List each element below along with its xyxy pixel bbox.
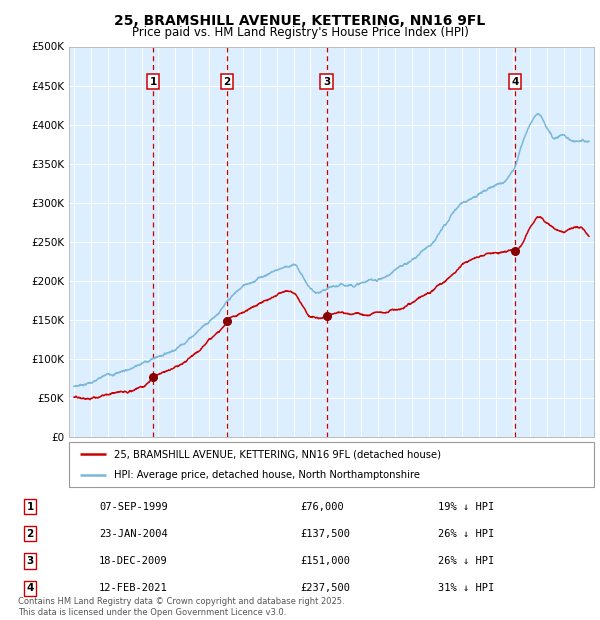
Text: 31% ↓ HPI: 31% ↓ HPI xyxy=(438,583,494,593)
Text: £76,000: £76,000 xyxy=(300,502,344,512)
Text: This data is licensed under the Open Government Licence v3.0.: This data is licensed under the Open Gov… xyxy=(18,608,286,617)
Text: 4: 4 xyxy=(511,77,518,87)
Text: Contains HM Land Registry data © Crown copyright and database right 2025.: Contains HM Land Registry data © Crown c… xyxy=(18,597,344,606)
Text: £151,000: £151,000 xyxy=(300,556,350,566)
Text: 07-SEP-1999: 07-SEP-1999 xyxy=(99,502,168,512)
Text: 3: 3 xyxy=(323,77,330,87)
Text: 4: 4 xyxy=(26,583,34,593)
Text: 18-DEC-2009: 18-DEC-2009 xyxy=(99,556,168,566)
Text: 1: 1 xyxy=(26,502,34,512)
Text: 26% ↓ HPI: 26% ↓ HPI xyxy=(438,556,494,566)
Text: 26% ↓ HPI: 26% ↓ HPI xyxy=(438,529,494,539)
Text: 12-FEB-2021: 12-FEB-2021 xyxy=(99,583,168,593)
Text: HPI: Average price, detached house, North Northamptonshire: HPI: Average price, detached house, Nort… xyxy=(113,469,419,480)
Text: 2: 2 xyxy=(26,529,34,539)
Text: Price paid vs. HM Land Registry's House Price Index (HPI): Price paid vs. HM Land Registry's House … xyxy=(131,26,469,39)
Text: 23-JAN-2004: 23-JAN-2004 xyxy=(99,529,168,539)
Text: 19% ↓ HPI: 19% ↓ HPI xyxy=(438,502,494,512)
Text: 25, BRAMSHILL AVENUE, KETTERING, NN16 9FL (detached house): 25, BRAMSHILL AVENUE, KETTERING, NN16 9F… xyxy=(113,449,440,459)
Text: 2: 2 xyxy=(223,77,230,87)
Text: £237,500: £237,500 xyxy=(300,583,350,593)
Text: £137,500: £137,500 xyxy=(300,529,350,539)
Text: 25, BRAMSHILL AVENUE, KETTERING, NN16 9FL: 25, BRAMSHILL AVENUE, KETTERING, NN16 9F… xyxy=(115,14,485,28)
Text: 1: 1 xyxy=(149,77,157,87)
Text: 3: 3 xyxy=(26,556,34,566)
FancyBboxPatch shape xyxy=(69,442,594,487)
